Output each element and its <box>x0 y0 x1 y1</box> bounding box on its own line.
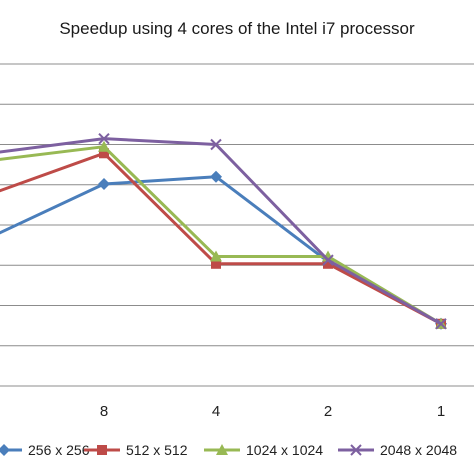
legend-entry: 1024 x 1024 <box>204 442 323 458</box>
legend-label: 256 x 256 <box>28 442 90 458</box>
legend-label: 2048 x 2048 <box>380 442 457 458</box>
legend: 256 x 256 512 x 512 1024 x 1024 2048 x 2048 <box>0 442 457 458</box>
gridlines <box>0 63 474 387</box>
legend-label: 1024 x 1024 <box>246 442 323 458</box>
data-point <box>435 318 447 330</box>
x-tick-label: 2 <box>324 403 332 420</box>
data-point <box>210 170 222 183</box>
x-tick-label: 1 <box>437 403 445 420</box>
data-point <box>98 132 110 145</box>
data-point <box>97 445 107 455</box>
data-point <box>323 258 333 269</box>
legend-entry: 512 x 512 <box>84 442 188 458</box>
legend-label: 512 x 512 <box>126 442 188 458</box>
series-layer <box>0 132 447 330</box>
chart-title: Speedup using 4 cores of the Intel i7 pr… <box>59 19 415 38</box>
data-point <box>216 444 228 455</box>
x-axis-tick-labels: 168421 <box>100 403 445 420</box>
series <box>0 132 447 330</box>
legend-entry: 256 x 256 <box>0 442 90 458</box>
x-tick-label: 8 <box>100 403 108 420</box>
data-point <box>350 444 362 456</box>
data-point <box>98 178 110 191</box>
data-point <box>210 250 222 262</box>
data-point <box>0 444 10 456</box>
data-point <box>211 258 221 269</box>
data-point <box>210 138 222 151</box>
legend-entry: 2048 x 2048 <box>338 442 457 458</box>
data-point <box>98 140 110 152</box>
data-point <box>322 254 334 266</box>
x-tick-label: 4 <box>212 403 220 420</box>
data-point <box>99 148 109 159</box>
